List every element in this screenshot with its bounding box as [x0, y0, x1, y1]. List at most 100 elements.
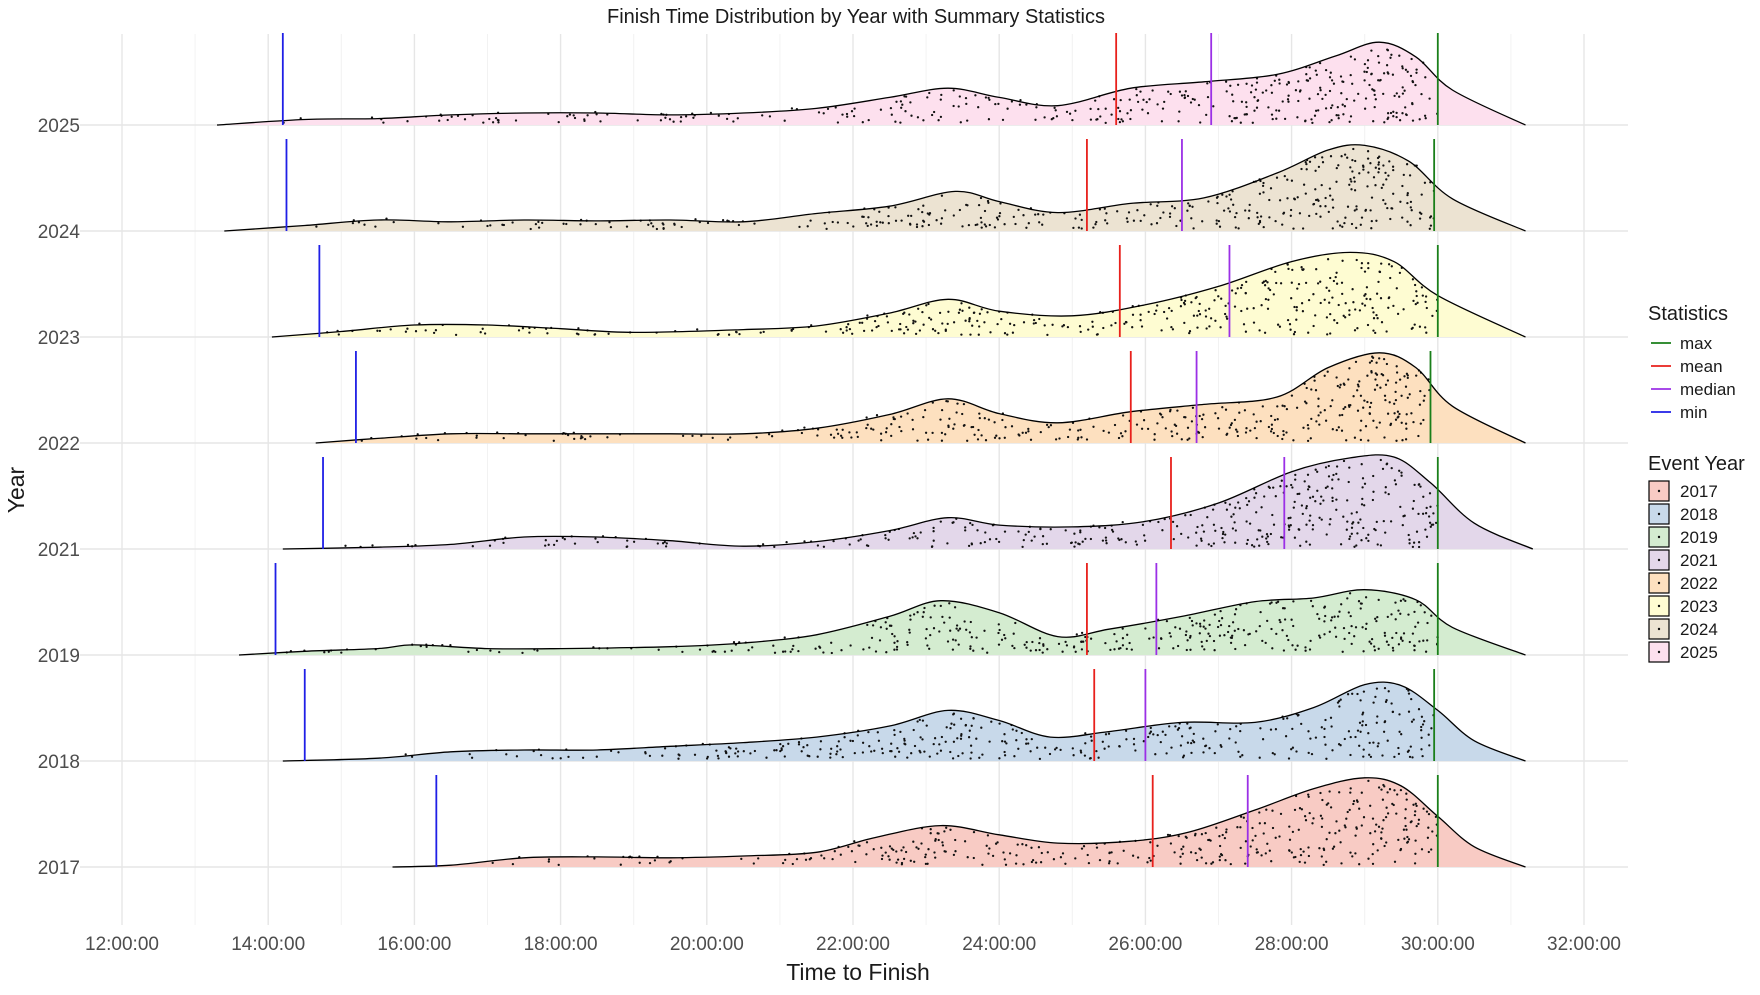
data-point — [1328, 523, 1331, 526]
data-point — [1345, 528, 1348, 531]
data-point — [1398, 469, 1401, 472]
data-point — [1351, 692, 1354, 695]
data-point — [595, 113, 598, 116]
data-point — [841, 113, 844, 116]
data-point — [1278, 325, 1282, 328]
data-point — [1414, 839, 1417, 842]
data-point — [521, 327, 525, 330]
data-point — [896, 640, 899, 643]
data-point — [1190, 217, 1193, 220]
data-point — [941, 615, 944, 619]
data-point — [1080, 640, 1083, 643]
data-point — [849, 739, 852, 742]
data-point — [1363, 399, 1366, 402]
data-point — [931, 431, 934, 435]
data-point — [632, 540, 636, 543]
data-point — [1360, 791, 1363, 794]
data-point — [1372, 701, 1375, 704]
data-point — [1406, 396, 1409, 399]
density-fill-2024 — [224, 144, 1526, 231]
data-point — [1410, 209, 1413, 212]
data-point — [1349, 178, 1352, 181]
data-point — [679, 115, 683, 119]
data-point — [1385, 330, 1388, 333]
data-point — [1224, 408, 1228, 411]
data-point — [1189, 851, 1193, 854]
data-point — [1029, 649, 1032, 652]
data-point — [1407, 692, 1411, 695]
data-point — [1043, 324, 1046, 327]
data-point — [1344, 826, 1347, 829]
data-point — [1025, 738, 1028, 741]
data-point — [1328, 301, 1331, 304]
data-point — [1069, 541, 1073, 545]
data-point — [1053, 106, 1056, 110]
data-point — [410, 755, 414, 758]
data-point — [886, 321, 890, 324]
data-point — [1319, 502, 1322, 505]
data-point — [1278, 835, 1281, 838]
data-point — [1431, 830, 1434, 833]
data-point — [1025, 844, 1028, 847]
data-point — [1389, 276, 1392, 280]
data-point — [1350, 512, 1353, 515]
data-point — [1149, 726, 1152, 730]
data-point — [1319, 205, 1322, 208]
data-point — [655, 227, 659, 231]
data-point — [1285, 407, 1289, 411]
data-point — [1172, 537, 1175, 541]
data-point — [1325, 757, 1328, 760]
data-point — [1411, 119, 1415, 122]
data-point — [1160, 329, 1163, 332]
data-point — [1041, 535, 1045, 538]
data-point — [486, 224, 489, 228]
data-point — [1421, 294, 1424, 297]
data-point — [1022, 863, 1025, 866]
data-point — [1337, 114, 1340, 117]
data-point — [650, 222, 653, 225]
data-point — [800, 750, 803, 753]
data-point — [1180, 532, 1183, 536]
data-point — [952, 104, 955, 108]
data-point — [1220, 526, 1223, 530]
data-point — [1128, 98, 1131, 101]
data-point — [1337, 426, 1340, 429]
data-point — [1222, 209, 1226, 212]
data-point — [1301, 310, 1305, 313]
data-point — [1386, 812, 1390, 815]
data-point — [980, 726, 983, 729]
data-point — [1096, 118, 1099, 121]
data-point — [1148, 732, 1151, 735]
data-point — [1055, 746, 1058, 750]
data-point — [1412, 803, 1415, 806]
data-point — [1386, 49, 1390, 52]
data-point — [1365, 70, 1368, 74]
data-point — [988, 847, 991, 850]
data-point — [1304, 646, 1307, 649]
data-point — [1391, 636, 1394, 640]
data-point — [1321, 161, 1325, 164]
legend-swatch-point — [1657, 535, 1661, 539]
legend-label-2019: 2019 — [1680, 528, 1718, 547]
data-point — [1216, 723, 1219, 726]
data-point — [1219, 744, 1222, 747]
data-point — [1218, 619, 1221, 623]
data-point — [773, 545, 776, 549]
data-point — [991, 854, 995, 858]
data-point — [1131, 326, 1134, 329]
data-point — [1382, 198, 1385, 202]
data-point — [1390, 466, 1393, 470]
data-point — [1406, 835, 1409, 839]
data-point — [1173, 851, 1176, 854]
data-point — [1320, 825, 1324, 829]
data-point — [1258, 811, 1261, 814]
data-point — [752, 862, 755, 865]
data-point — [1282, 649, 1286, 652]
data-point — [1352, 147, 1355, 151]
data-point — [902, 332, 906, 335]
data-point — [1296, 287, 1299, 290]
data-point — [1362, 748, 1365, 751]
data-point — [1274, 219, 1277, 223]
data-point — [1341, 650, 1344, 653]
